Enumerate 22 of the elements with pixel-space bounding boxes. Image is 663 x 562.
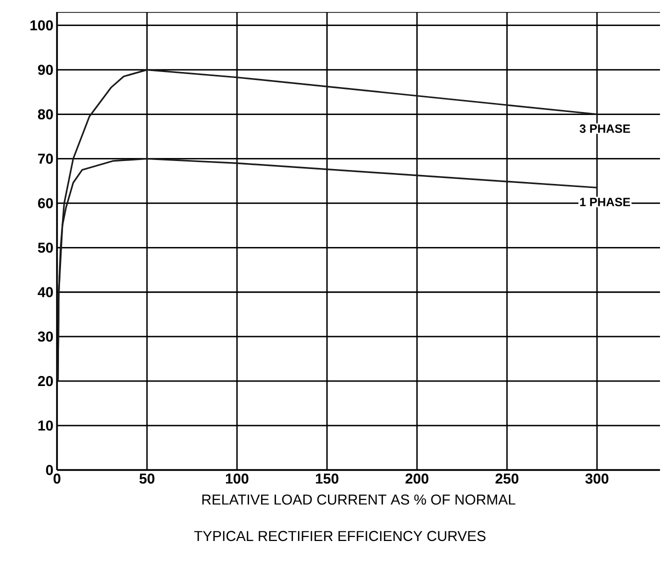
x-tick-label: 150: [316, 474, 338, 484]
x-tick-label: 250: [496, 474, 518, 484]
x-tick-label: 0: [54, 474, 60, 484]
y-tick-label: 40: [38, 287, 53, 298]
x-tick-label: 50: [139, 474, 154, 484]
y-tick-label: 30: [38, 332, 53, 342]
y-tick-label: 100: [30, 20, 53, 30]
series-label: 3 PHASE: [580, 124, 630, 133]
x-tick-label: 200: [406, 474, 428, 484]
y-tick-label: 20: [38, 376, 53, 386]
y-tick-label: 0: [46, 464, 53, 476]
series-label: 1 PHASE: [580, 198, 630, 206]
x-tick-label: 100: [226, 474, 248, 484]
y-tick-label: 80: [38, 109, 53, 120]
x-axis-title: RELATIVE LOAD CURRENT AS % OF NORMAL: [202, 494, 516, 505]
y-tick-label: 90: [38, 64, 53, 75]
y-tick-label: 10: [38, 420, 53, 431]
x-tick-label: 300: [585, 474, 608, 484]
text: TYPICAL RECTIFIER EFFICIENCY CURVES: [194, 530, 486, 542]
y-tick-label: 70: [38, 154, 53, 164]
y-tick-label: 50: [38, 242, 53, 253]
y-tick-label: 60: [38, 198, 53, 208]
